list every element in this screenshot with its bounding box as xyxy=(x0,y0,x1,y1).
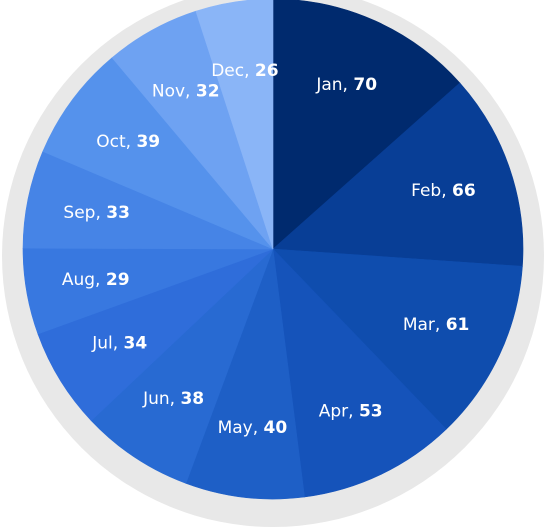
pie-label-category: Sep, xyxy=(63,203,106,223)
pie-label-jan: Jan, 70 xyxy=(315,75,377,95)
pie-label-value: 26 xyxy=(255,61,279,81)
pie-label-category: Dec, xyxy=(211,61,255,81)
pie-label-value: 61 xyxy=(446,315,470,335)
pie-label-value: 70 xyxy=(353,75,377,95)
pie-label-category: Nov, xyxy=(152,82,196,102)
pie-slice-mar xyxy=(272,248,523,430)
pie-label-category: Oct, xyxy=(96,132,136,152)
pie-label-category: Feb, xyxy=(411,181,452,201)
pie-label-value: 32 xyxy=(196,82,220,102)
pie-label-category: Aug, xyxy=(62,270,106,290)
pie-label-category: May, xyxy=(218,418,264,438)
pie-label-value: 34 xyxy=(124,333,148,353)
pie-label-dec: Dec, 26 xyxy=(211,61,278,81)
pie-label-nov: Nov, 32 xyxy=(152,82,220,102)
pie-label-value: 33 xyxy=(106,203,130,223)
pie-label-feb: Feb, 66 xyxy=(411,181,476,201)
pie-slice-may xyxy=(185,248,305,500)
pie-label-jul: Jul, 34 xyxy=(91,333,147,353)
pie-label-value: 53 xyxy=(359,401,383,421)
pie-slice-dec xyxy=(195,0,274,250)
pie-label-value: 40 xyxy=(264,418,288,438)
pie-label-category: Jul, xyxy=(91,333,123,353)
pie-label-oct: Oct, 39 xyxy=(96,132,160,152)
pie-label-aug: Aug, 29 xyxy=(62,270,130,290)
pie-label-category: Jun, xyxy=(142,389,180,409)
pie-slice-jun xyxy=(90,248,274,484)
pie-label-value: 66 xyxy=(452,181,476,201)
pie-label-sep: Sep, 33 xyxy=(63,203,130,223)
pie-label-jun: Jun, 38 xyxy=(142,389,204,409)
pie-label-category: Mar, xyxy=(403,315,446,335)
pie-label-apr: Apr, 53 xyxy=(319,401,383,421)
pie-label-category: Jan, xyxy=(315,75,353,95)
pie-label-value: 38 xyxy=(180,389,204,409)
pie-label-mar: Mar, 61 xyxy=(403,315,470,335)
pie-label-value: 39 xyxy=(136,132,160,152)
pie-labels: Jan, 70 Feb, 66 Mar, 61 Apr, 53 May, 40 Jun, … xyxy=(62,61,476,438)
pie-slice-oct xyxy=(42,57,274,250)
pie-slice-apr xyxy=(272,248,447,498)
pie-slices xyxy=(22,0,524,500)
pie-slice-jan xyxy=(272,0,461,250)
pie-label-category: Apr, xyxy=(319,401,359,421)
pie-slice-feb xyxy=(272,82,524,267)
pie-label-value: 29 xyxy=(106,270,130,290)
pie-label-may: May, 40 xyxy=(218,418,288,438)
